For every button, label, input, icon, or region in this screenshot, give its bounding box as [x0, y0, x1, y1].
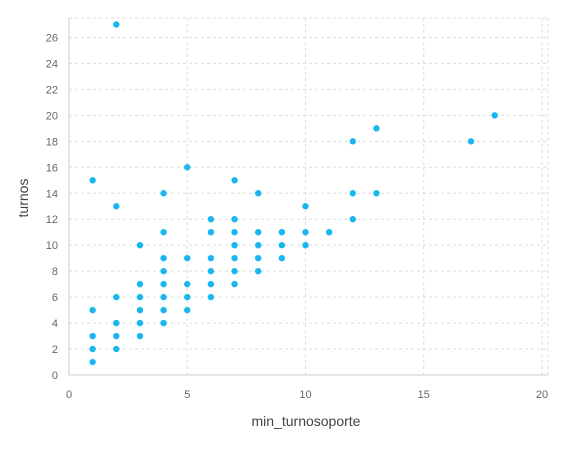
data-point [89, 345, 96, 353]
data-point [207, 267, 215, 275]
x-tick-label: 20 [536, 389, 548, 401]
data-point [207, 280, 215, 288]
data-point [278, 229, 286, 236]
data-point [349, 216, 356, 223]
data-point [231, 280, 238, 288]
data-point [255, 190, 262, 197]
data-point [136, 306, 144, 314]
data-point [136, 293, 144, 301]
data-point [231, 254, 238, 262]
data-point [113, 293, 120, 301]
data-point [136, 241, 144, 249]
data-point [136, 332, 144, 340]
data-point [349, 138, 356, 145]
data-point [113, 21, 120, 28]
data-point [160, 319, 167, 327]
data-point [160, 254, 167, 262]
data-point [231, 229, 238, 236]
data-point [160, 306, 167, 314]
data-point [89, 177, 96, 184]
data-point [136, 280, 144, 288]
y-tick-label: 0 [52, 370, 58, 382]
data-point [373, 125, 380, 132]
data-point [231, 241, 238, 249]
data-point [89, 332, 96, 340]
y-tick-label: 20 [46, 110, 58, 122]
data-point [231, 267, 238, 275]
y-tick-label: 22 [46, 84, 58, 96]
x-tick-label: 15 [418, 389, 430, 401]
y-tick-label: 14 [46, 188, 58, 200]
data-point [113, 345, 120, 353]
data-point [255, 229, 262, 236]
data-point [113, 203, 120, 210]
data-point [160, 293, 167, 301]
y-tick-label: 10 [46, 240, 58, 252]
data-point [184, 306, 191, 314]
data-point [302, 203, 309, 210]
data-point [207, 293, 215, 301]
data-point [278, 241, 286, 249]
data-point [207, 254, 215, 262]
data-point [255, 254, 262, 262]
y-tick-label: 6 [52, 292, 58, 304]
data-point [160, 280, 167, 288]
data-point [278, 254, 286, 262]
data-point [113, 319, 120, 327]
y-tick-label: 2 [52, 344, 58, 356]
data-point [491, 112, 498, 119]
data-point [160, 267, 167, 275]
y-tick-label: 18 [46, 136, 58, 148]
data-point [231, 177, 238, 184]
grid-lines [68, 17, 549, 376]
data-point [113, 332, 120, 340]
y-tick-label: 8 [52, 266, 58, 278]
data-point [89, 358, 96, 366]
data-point [136, 319, 144, 327]
data-point [325, 229, 333, 236]
y-axis-label: turnos [15, 179, 31, 218]
data-point [184, 280, 191, 288]
data-point [184, 164, 191, 171]
data-point [467, 138, 475, 145]
data-point [184, 254, 191, 262]
data-point [89, 306, 96, 314]
data-point [255, 267, 262, 275]
data-point [207, 216, 215, 223]
y-tick-label: 12 [46, 214, 58, 226]
x-tick-label: 0 [66, 389, 72, 401]
data-point [160, 229, 167, 236]
y-tick-label: 4 [52, 318, 58, 330]
data-point [302, 241, 309, 249]
data-point [207, 229, 215, 236]
data-point [231, 216, 238, 223]
data-point [255, 241, 262, 249]
x-tick-label: 10 [299, 389, 311, 401]
x-axis-label: min_turnosoporte [252, 413, 361, 429]
y-tick-label: 24 [46, 58, 58, 70]
data-point [373, 190, 380, 197]
x-tick-label: 5 [184, 389, 190, 401]
data-point [302, 229, 309, 236]
data-point [184, 293, 191, 301]
data-point [349, 190, 356, 197]
data-point [160, 190, 167, 197]
y-tick-label: 26 [46, 32, 58, 44]
data-points [89, 21, 498, 366]
y-tick-label: 16 [46, 162, 58, 174]
